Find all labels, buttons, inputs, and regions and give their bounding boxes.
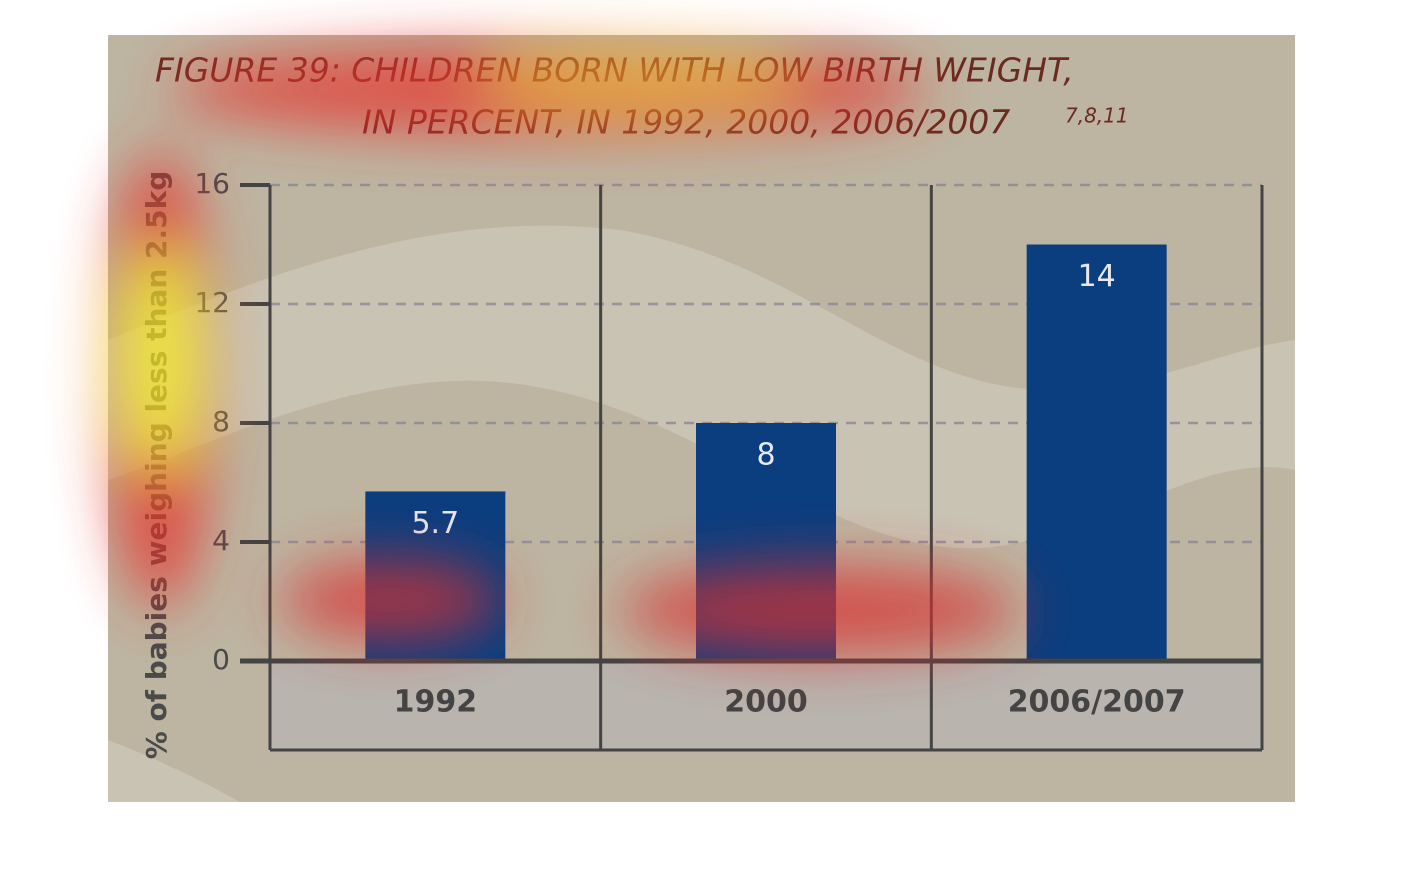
value-label: 8 — [756, 438, 775, 473]
bar — [1026, 244, 1167, 661]
value-label: 14 — [1078, 259, 1116, 294]
y-tick-label: 0 — [212, 643, 230, 676]
heatmap — [105, 45, 1020, 655]
y-tick-label: 8 — [212, 405, 230, 438]
value-label: 5.7 — [411, 506, 459, 541]
category-band — [270, 661, 1262, 750]
title-sources: 7,8,11 — [1065, 104, 1129, 128]
y-tick-label: 4 — [212, 524, 230, 557]
background-wave — [108, 225, 1295, 549]
y-tick-label: 16 — [194, 167, 230, 200]
x-tick-label: 2000 — [724, 685, 808, 720]
x-tick-label: 1992 — [394, 685, 478, 720]
background-wave — [108, 740, 240, 802]
x-tick-label: 2006/2007 — [1008, 685, 1186, 720]
